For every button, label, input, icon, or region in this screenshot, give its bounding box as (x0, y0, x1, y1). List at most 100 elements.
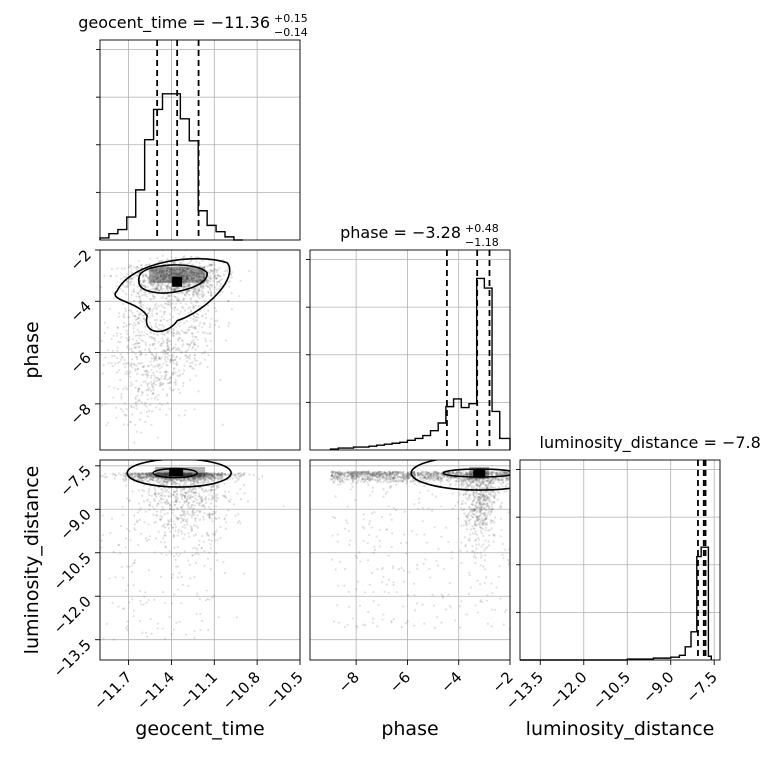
scatter-point (157, 530, 160, 533)
scatter-point (137, 473, 140, 476)
scatter-point (153, 499, 156, 503)
scatter-point (140, 494, 144, 497)
scatter-point (165, 473, 169, 476)
scatter-point (215, 277, 218, 280)
scatter-point (197, 272, 200, 275)
scatter-point (363, 475, 367, 478)
scatter-point (211, 475, 214, 478)
scatter-point (132, 327, 135, 330)
scatter-point (163, 334, 166, 337)
scatter-point (199, 474, 202, 477)
scatter-point (378, 470, 381, 474)
scatter-point (181, 290, 184, 294)
scatter-point (401, 474, 404, 478)
scatter-point (192, 488, 196, 491)
scatter-point (139, 477, 142, 480)
scatter-point (374, 470, 377, 473)
scatter-point (129, 283, 132, 286)
scatter-point (210, 474, 214, 478)
scatter-point (468, 472, 471, 476)
scatter-point (362, 481, 365, 484)
scatter-point (161, 591, 165, 594)
scatter-point (194, 519, 197, 523)
scatter-point (209, 323, 212, 326)
scatter-point (402, 475, 406, 478)
scatter-point (148, 347, 151, 350)
scatter-point (413, 473, 416, 476)
scatter-point (219, 279, 222, 282)
scatter-point (192, 507, 195, 510)
scatter-point (195, 476, 198, 479)
scatter-point (198, 265, 201, 268)
scatter-point (144, 473, 147, 476)
scatter-point (156, 472, 159, 475)
scatter-point (165, 478, 168, 481)
scatter-point (212, 271, 215, 274)
scatter-point (342, 481, 346, 484)
scatter-point (183, 269, 187, 272)
scatter-point (167, 280, 171, 283)
scatter-point (203, 474, 207, 477)
scatter-point (162, 341, 166, 344)
scatter-point (148, 473, 152, 476)
scatter-point (168, 293, 171, 297)
scatter-point (203, 474, 206, 478)
scatter-point (119, 379, 122, 382)
scatter-point (158, 408, 162, 411)
scatter-point (336, 476, 339, 479)
scatter-point (157, 327, 160, 331)
scatter-point (190, 259, 193, 262)
scatter-point (198, 502, 202, 505)
scatter-point (148, 291, 151, 294)
scatter-point (179, 517, 182, 520)
scatter-point (178, 312, 181, 315)
scatter-point (223, 518, 226, 521)
scatter-point (212, 277, 215, 280)
scatter-point (219, 474, 223, 477)
scatter-point (165, 280, 168, 284)
scatter-point (194, 517, 197, 520)
scatter-point (199, 280, 202, 283)
scatter-point (110, 337, 113, 341)
scatter-point (170, 278, 173, 281)
scatter-point (165, 472, 168, 475)
scatter-point (423, 484, 426, 488)
scatter-point (392, 470, 395, 474)
scatter-point (332, 470, 335, 473)
scatter-point (155, 406, 158, 409)
scatter-point (155, 273, 158, 276)
scatter-point (190, 256, 193, 259)
scatter-point (405, 479, 408, 482)
scatter-point (172, 478, 175, 481)
scatter-point (103, 321, 106, 324)
scatter-point (490, 478, 493, 482)
scatter-point (129, 277, 132, 280)
scatter-point (137, 342, 140, 345)
scatter-point (112, 291, 115, 295)
scatter-point (147, 480, 150, 483)
scatter-point (377, 475, 381, 478)
scatter-point (239, 279, 242, 282)
scatter-point (129, 384, 132, 387)
scatter-point (183, 279, 186, 282)
scatter-point (134, 274, 137, 277)
scatter-point (158, 472, 161, 475)
scatter-point (227, 280, 230, 283)
scatter-point (223, 572, 227, 575)
scatter-point (162, 276, 165, 280)
scatter-point (184, 282, 187, 285)
scatter-point (203, 489, 206, 492)
scatter-point (147, 538, 150, 541)
scatter-point (187, 479, 190, 482)
scatter-point (110, 268, 114, 271)
scatter-point (193, 477, 197, 480)
scatter-point (122, 325, 125, 329)
scatter-point (202, 479, 205, 482)
scatter-point (152, 388, 155, 392)
scatter-point (197, 316, 200, 319)
scatter-point (158, 270, 161, 273)
scatter-point (162, 325, 165, 328)
scatter-point (161, 524, 164, 527)
scatter-point (128, 364, 131, 367)
scatter-point (348, 471, 352, 474)
